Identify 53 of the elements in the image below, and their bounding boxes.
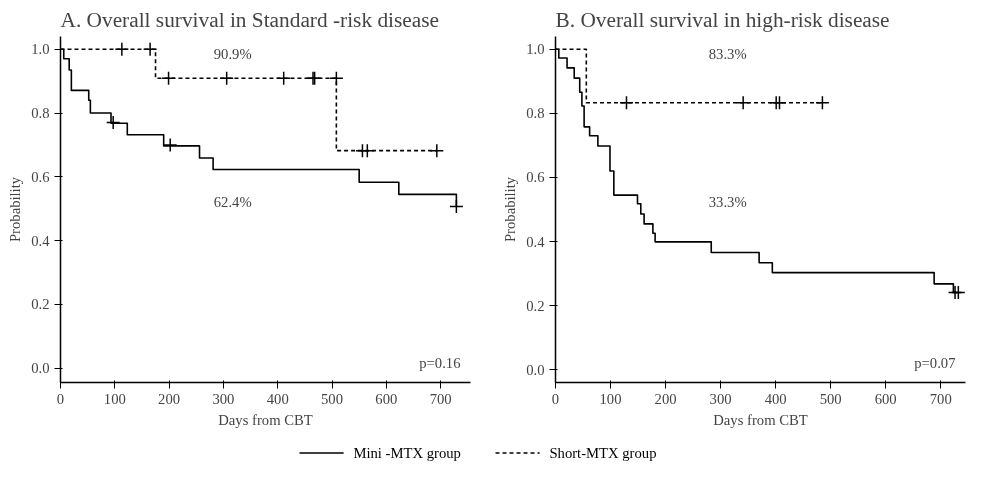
annotation: 62.4% xyxy=(213,193,252,210)
y-axis-title: Probability xyxy=(7,176,24,243)
point xyxy=(105,115,121,130)
x-tick-label: 700 xyxy=(429,390,452,407)
y-tick-label: 0.8 xyxy=(526,105,545,122)
annotation: p=0.07 xyxy=(914,354,956,371)
point xyxy=(429,143,445,158)
x-tick-label: 500 xyxy=(321,390,344,407)
y-tick-label: 0.4 xyxy=(526,233,546,250)
point xyxy=(360,143,375,158)
point xyxy=(449,199,464,214)
x-tick-label: 600 xyxy=(375,390,398,407)
y-tick-label: 0.6 xyxy=(31,168,50,185)
point xyxy=(161,71,176,86)
x-tick-label: 200 xyxy=(654,390,677,407)
chart-title: A. Overall survival in Standard -risk disease xyxy=(60,7,439,32)
x-tick-label: 0 xyxy=(56,390,65,407)
y-tick-label: 0.2 xyxy=(31,296,50,313)
x-tick-label: 0 xyxy=(551,390,560,407)
x-axis-title: Days from CBT xyxy=(218,411,313,428)
point xyxy=(142,42,158,57)
point xyxy=(114,42,130,57)
x-tick-label: 700 xyxy=(929,390,952,407)
annotation: 83.3% xyxy=(708,46,747,63)
point xyxy=(329,71,344,86)
chart-title: B. Overall survival in high-risk disease xyxy=(555,7,890,32)
point xyxy=(276,71,291,86)
annotation: 33.3% xyxy=(708,193,747,210)
x-tick-label: 300 xyxy=(212,390,235,407)
point xyxy=(162,137,178,153)
y-tick-label: 1.0 xyxy=(31,41,50,58)
x-tick-label: 600 xyxy=(874,390,897,407)
x-tick-label: 500 xyxy=(819,390,842,407)
x-tick-label: 400 xyxy=(266,390,289,407)
point xyxy=(219,71,234,86)
x-tick-label: 100 xyxy=(103,390,126,407)
y-tick-label: 1.0 xyxy=(526,41,545,58)
annotation: p=0.16 xyxy=(419,354,461,371)
x-tick-label: 400 xyxy=(764,390,787,407)
y-tick-label: 0.8 xyxy=(31,105,50,122)
y-axis-title: Probability xyxy=(502,176,519,243)
y-tick-label: 0.2 xyxy=(526,297,545,314)
y-tick-label: 0.0 xyxy=(31,360,50,377)
legend-label: Mini -MTX group xyxy=(353,445,461,461)
x-axis-title: Days from CBT xyxy=(713,411,808,428)
y-tick-label: 0.0 xyxy=(526,361,545,378)
y-tick-label: 0.4 xyxy=(31,232,51,249)
legend-label: Short-MTX group xyxy=(549,445,657,461)
annotation: 90.9% xyxy=(213,46,252,63)
x-tick-label: 200 xyxy=(158,390,181,407)
x-tick-label: 100 xyxy=(599,390,622,407)
x-tick-label: 300 xyxy=(709,390,732,407)
y-tick-label: 0.6 xyxy=(526,169,545,186)
